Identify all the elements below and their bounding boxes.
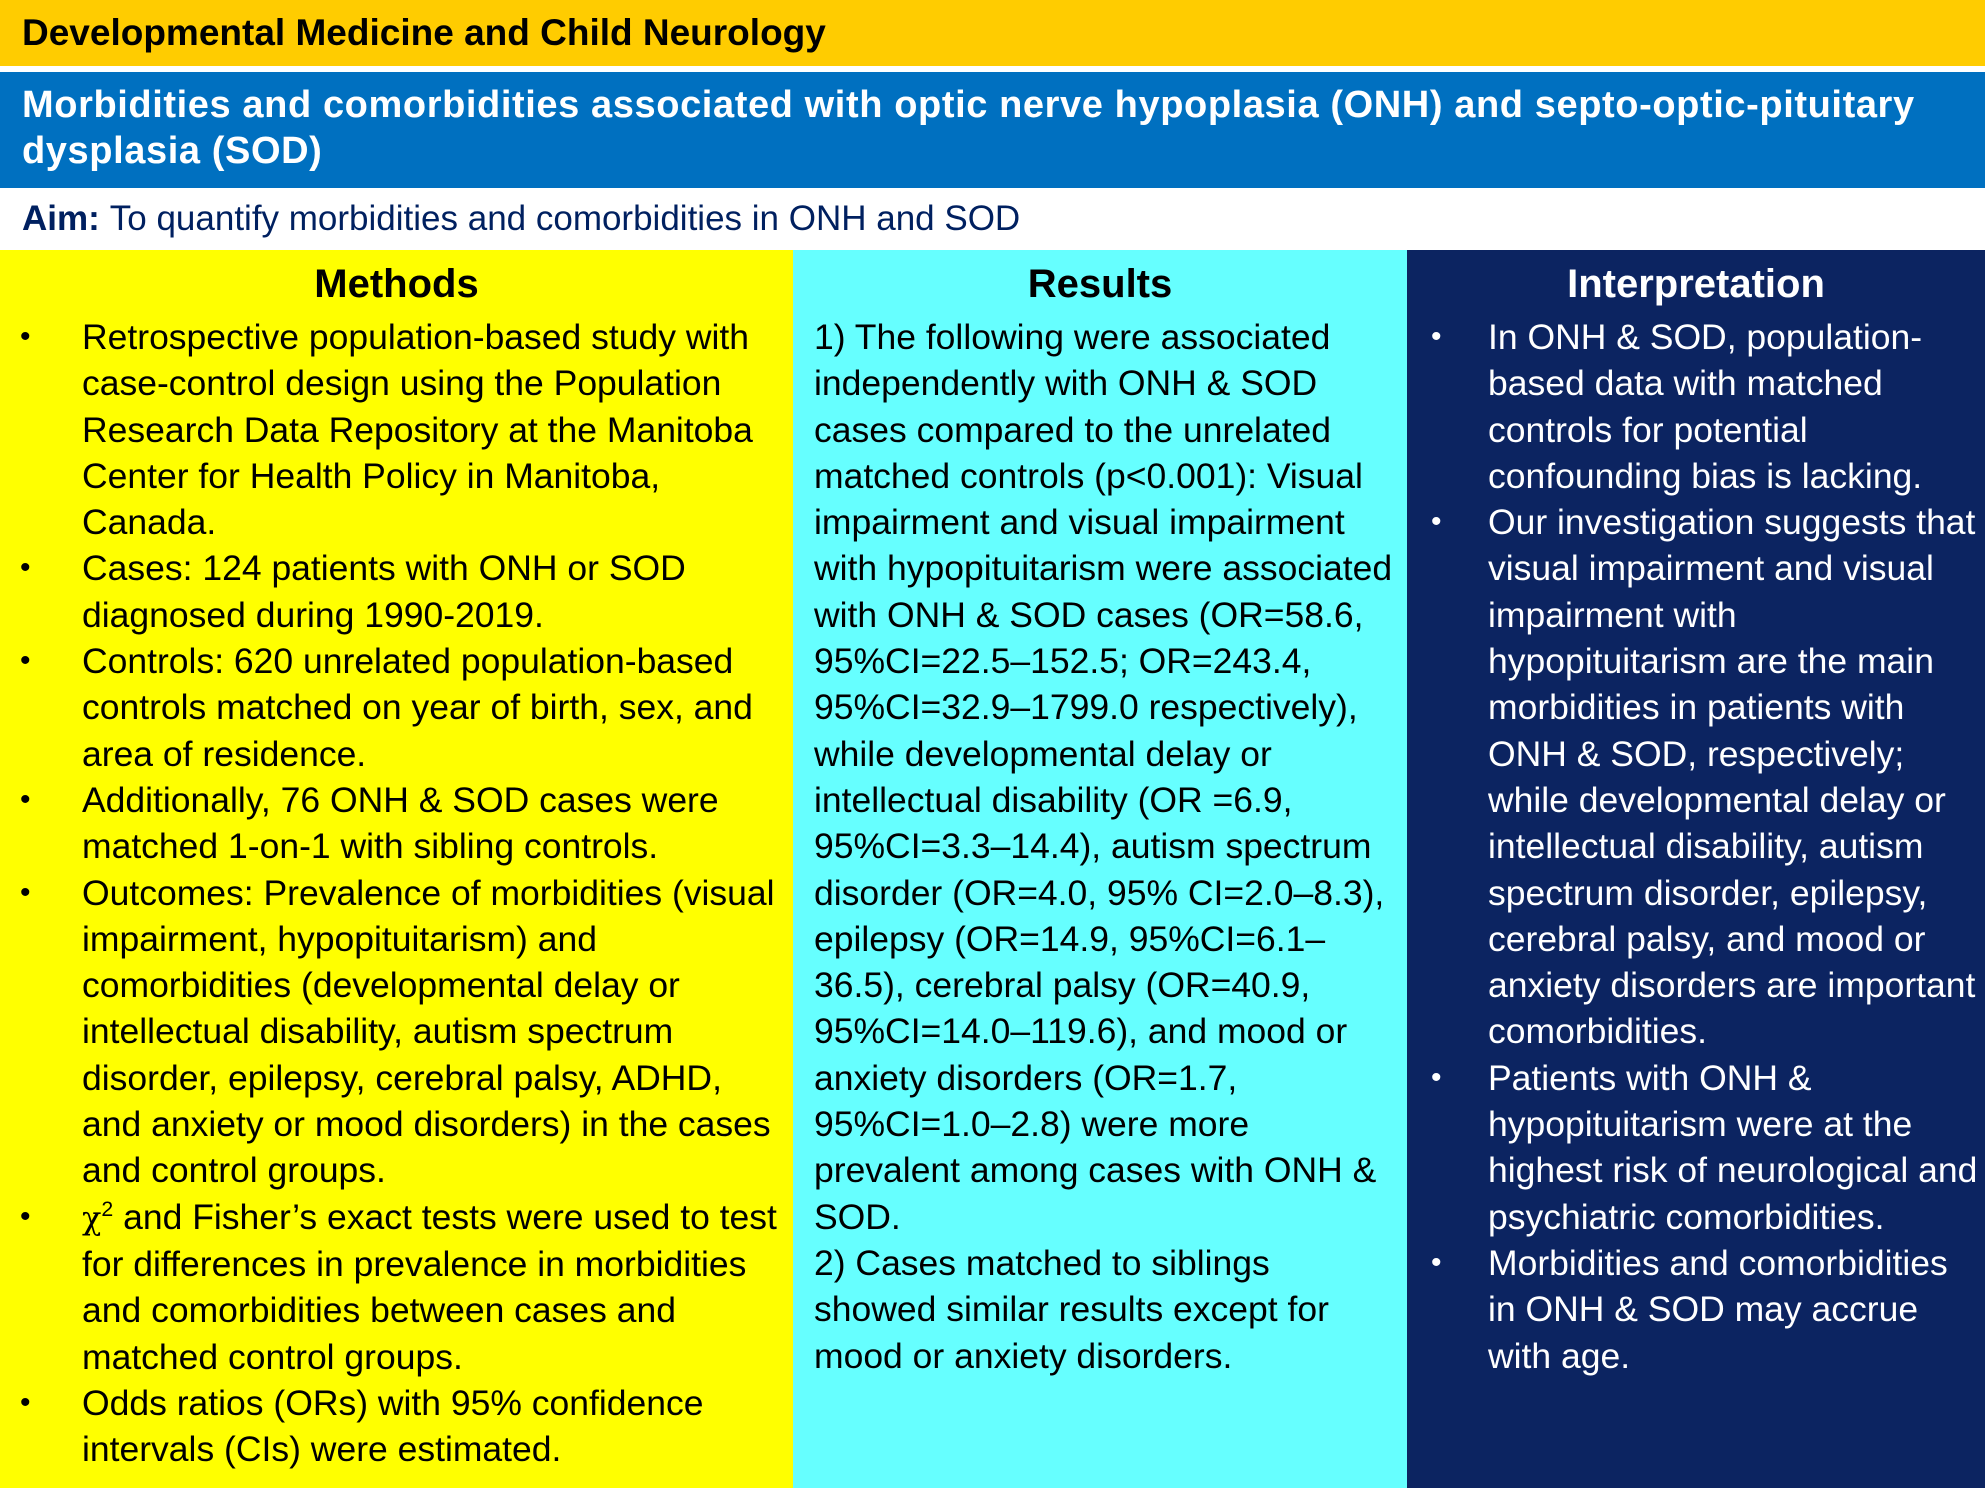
bullet-icon: • [1431,1245,1442,1279]
methods-item: • Odds ratios (ORs) with 95% confidence i… [0,1380,793,1473]
interpretation-item: • In ONH & SOD, population-based data wit… [1407,314,1985,499]
chi-superscript: 2 [101,1196,114,1221]
methods-list: • Retrospective population-based study wi… [0,314,793,1472]
methods-item-text: Controls: 620 unrelated population-based… [82,641,753,774]
methods-item-text: and Fisher’s exact tests were used to te… [82,1196,777,1377]
title-bar: Morbidities and comorbidities associated… [0,72,1985,188]
methods-item-text: Cases: 124 patients with ONH or SOD diag… [82,548,686,635]
interpretation-heading: Interpretation [1567,262,1825,306]
interpretation-item-text: Morbidities and comorbidities in ONH & S… [1488,1242,1948,1376]
interpretation-item-text: In ONH & SOD, population-based data with… [1488,317,1923,496]
aim-label: Aim: [22,199,100,238]
results-body: 1) The following were associated indepen… [793,314,1407,1379]
results-paragraph: 2) Cases matched to siblings showed simi… [814,1242,1329,1376]
bullet-icon: • [1431,320,1442,353]
methods-item: • Cases: 124 patients with ONH or SOD dia… [0,545,793,638]
methods-item-chi-square: • χ2 and Fisher’s exact tests were used t… [0,1194,793,1380]
methods-item: • Outcomes: Prevalence of morbidities (vi… [0,870,793,1194]
chi-symbol: χ [82,1198,102,1237]
results-paragraph: 1) The following were associated indepen… [814,317,1393,1237]
journal-name: Developmental Medicine and Child Neurolo… [22,12,826,53]
interpretation-item-text: Patients with ONH & hypopituitarism were… [1488,1057,1978,1237]
bullet-icon: • [20,320,31,353]
bullet-icon: • [20,1199,31,1233]
interpretation-item: • Our investigation suggests that visual … [1407,499,1985,1055]
bullet-icon: • [20,644,31,678]
bullet-icon: • [20,875,31,909]
abstract-title: Morbidities and comorbidities associated… [22,84,1915,172]
methods-item-text: Additionally, 76 ONH & SOD cases were ma… [82,779,719,867]
methods-heading: Methods [314,262,479,306]
interpretation-item-text: Our investigation suggests that visual i… [1488,502,1976,1052]
interpretation-column: Interpretation • In ONH & SOD, population… [1407,250,1985,1488]
bullet-icon: • [20,551,31,585]
methods-item-text: Retrospective population-based study wit… [82,317,753,543]
methods-item-text: Outcomes: Prevalence of morbidities (vis… [82,872,775,1191]
methods-column: Methods • Retrospective population-based … [0,250,793,1488]
methods-item: • Additionally, 76 ONH & SOD cases were m… [0,777,793,870]
aim-bar: Aim: To quantify morbidities and comorbi… [0,188,1985,250]
methods-item: • Controls: 620 unrelated population-base… [0,638,793,777]
results-heading: Results [1027,262,1173,306]
methods-item-text: Odds ratios (ORs) with 95% confidence in… [82,1382,704,1470]
bullet-icon: • [20,782,31,816]
bullet-icon: • [1431,1060,1442,1094]
bullet-icon: • [1431,505,1442,539]
methods-item: • Retrospective population-based study wi… [0,314,793,545]
interpretation-item: • Morbidities and comorbidities in ONH & … [1407,1240,1985,1379]
results-column: Results 1) The following were associated… [793,250,1407,1488]
interpretation-item: • Patients with ONH & hypopituitarism wer… [1407,1055,1985,1240]
interpretation-list: • In ONH & SOD, population-based data wit… [1407,314,1985,1379]
bullet-icon: • [20,1385,31,1419]
aim-text: To quantify morbidities and comorbiditie… [109,199,1021,238]
journal-name-bar: Developmental Medicine and Child Neurolo… [0,0,1985,66]
